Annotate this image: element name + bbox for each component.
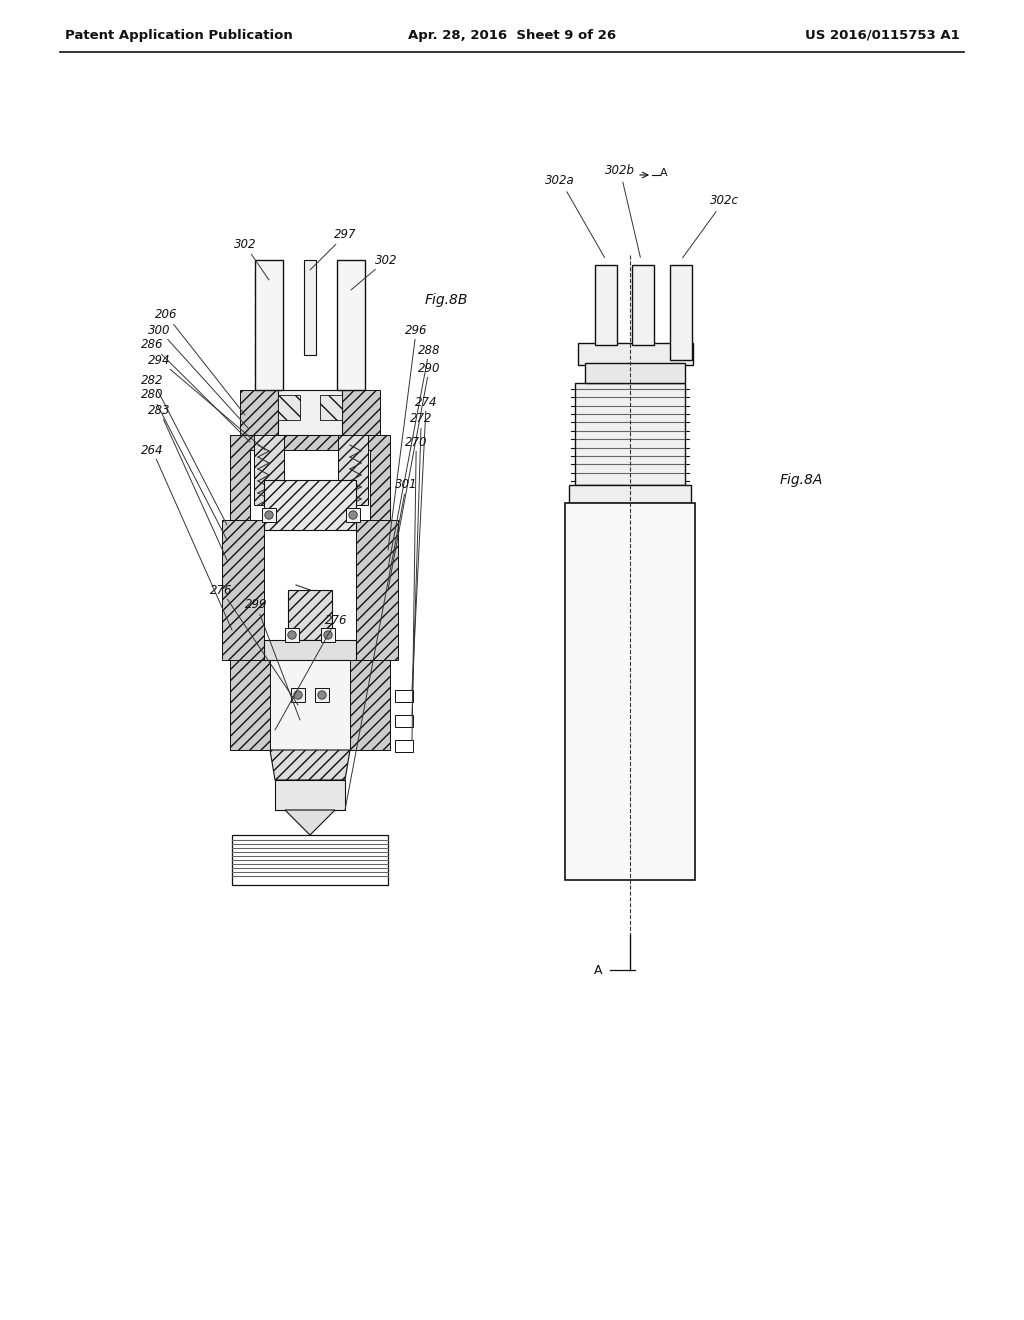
Bar [275, 780, 345, 810]
Bar [255, 260, 283, 389]
Circle shape [294, 690, 302, 700]
Text: Fig.8A: Fig.8A [780, 473, 823, 487]
Text: 276: 276 [275, 614, 347, 730]
Polygon shape [230, 436, 390, 520]
Circle shape [317, 690, 327, 700]
Polygon shape [240, 389, 278, 436]
Text: 276: 276 [210, 583, 298, 705]
Text: 302: 302 [233, 239, 269, 280]
Bar [569, 484, 691, 503]
Text: 272: 272 [410, 412, 432, 715]
Bar [338, 436, 368, 506]
Polygon shape [222, 520, 264, 660]
Text: US 2016/0115753 A1: US 2016/0115753 A1 [805, 29, 961, 41]
Circle shape [288, 631, 296, 639]
Bar [315, 688, 329, 702]
Polygon shape [356, 520, 398, 660]
Text: 288: 288 [388, 343, 440, 568]
Text: 282: 282 [141, 374, 227, 525]
Bar [262, 508, 276, 521]
Polygon shape [342, 389, 380, 436]
Bar [578, 343, 693, 366]
Bar [288, 590, 332, 640]
Bar [232, 836, 388, 884]
Bar [575, 383, 685, 484]
Bar [264, 480, 356, 531]
Bar [395, 741, 413, 752]
Text: 280: 280 [141, 388, 227, 540]
Bar [595, 265, 617, 345]
Text: 302c: 302c [683, 194, 739, 257]
Circle shape [265, 511, 273, 519]
Text: 283: 283 [148, 404, 227, 560]
Bar [585, 363, 685, 383]
Text: A: A [660, 168, 668, 178]
Text: 274: 274 [412, 396, 437, 690]
Bar [337, 260, 365, 389]
Polygon shape [285, 810, 335, 836]
Text: 302: 302 [351, 253, 397, 290]
Bar [670, 265, 692, 360]
Polygon shape [319, 395, 342, 420]
Bar [632, 265, 654, 345]
Bar [291, 688, 305, 702]
Polygon shape [230, 660, 270, 750]
Text: 264: 264 [141, 444, 232, 630]
Text: 297: 297 [310, 228, 356, 271]
Text: Fig.8B: Fig.8B [425, 293, 468, 308]
Bar [285, 628, 299, 642]
Bar [264, 640, 356, 660]
Bar [254, 436, 284, 506]
Bar [270, 660, 350, 750]
Text: 302a: 302a [545, 173, 604, 257]
Polygon shape [270, 750, 350, 780]
Polygon shape [350, 660, 390, 750]
Bar [346, 508, 360, 521]
Text: 300: 300 [148, 323, 248, 428]
Text: 294: 294 [148, 354, 265, 450]
Bar [278, 389, 342, 436]
Bar [395, 690, 413, 702]
Text: 270: 270 [406, 436, 427, 741]
Bar [304, 260, 316, 355]
Text: 302b: 302b [605, 164, 640, 257]
Text: 286: 286 [141, 338, 250, 442]
Bar [321, 628, 335, 642]
Polygon shape [278, 395, 300, 420]
Text: Patent Application Publication: Patent Application Publication [65, 29, 293, 41]
Text: 296: 296 [388, 323, 427, 550]
Text: 206: 206 [155, 309, 245, 414]
Circle shape [349, 511, 357, 519]
Text: A: A [594, 964, 602, 977]
Bar [565, 503, 695, 880]
Text: 299: 299 [245, 598, 300, 719]
Circle shape [324, 631, 332, 639]
Text: Apr. 28, 2016  Sheet 9 of 26: Apr. 28, 2016 Sheet 9 of 26 [408, 29, 616, 41]
Text: 301: 301 [345, 479, 418, 810]
Bar [395, 715, 413, 727]
Text: 290: 290 [388, 362, 440, 590]
